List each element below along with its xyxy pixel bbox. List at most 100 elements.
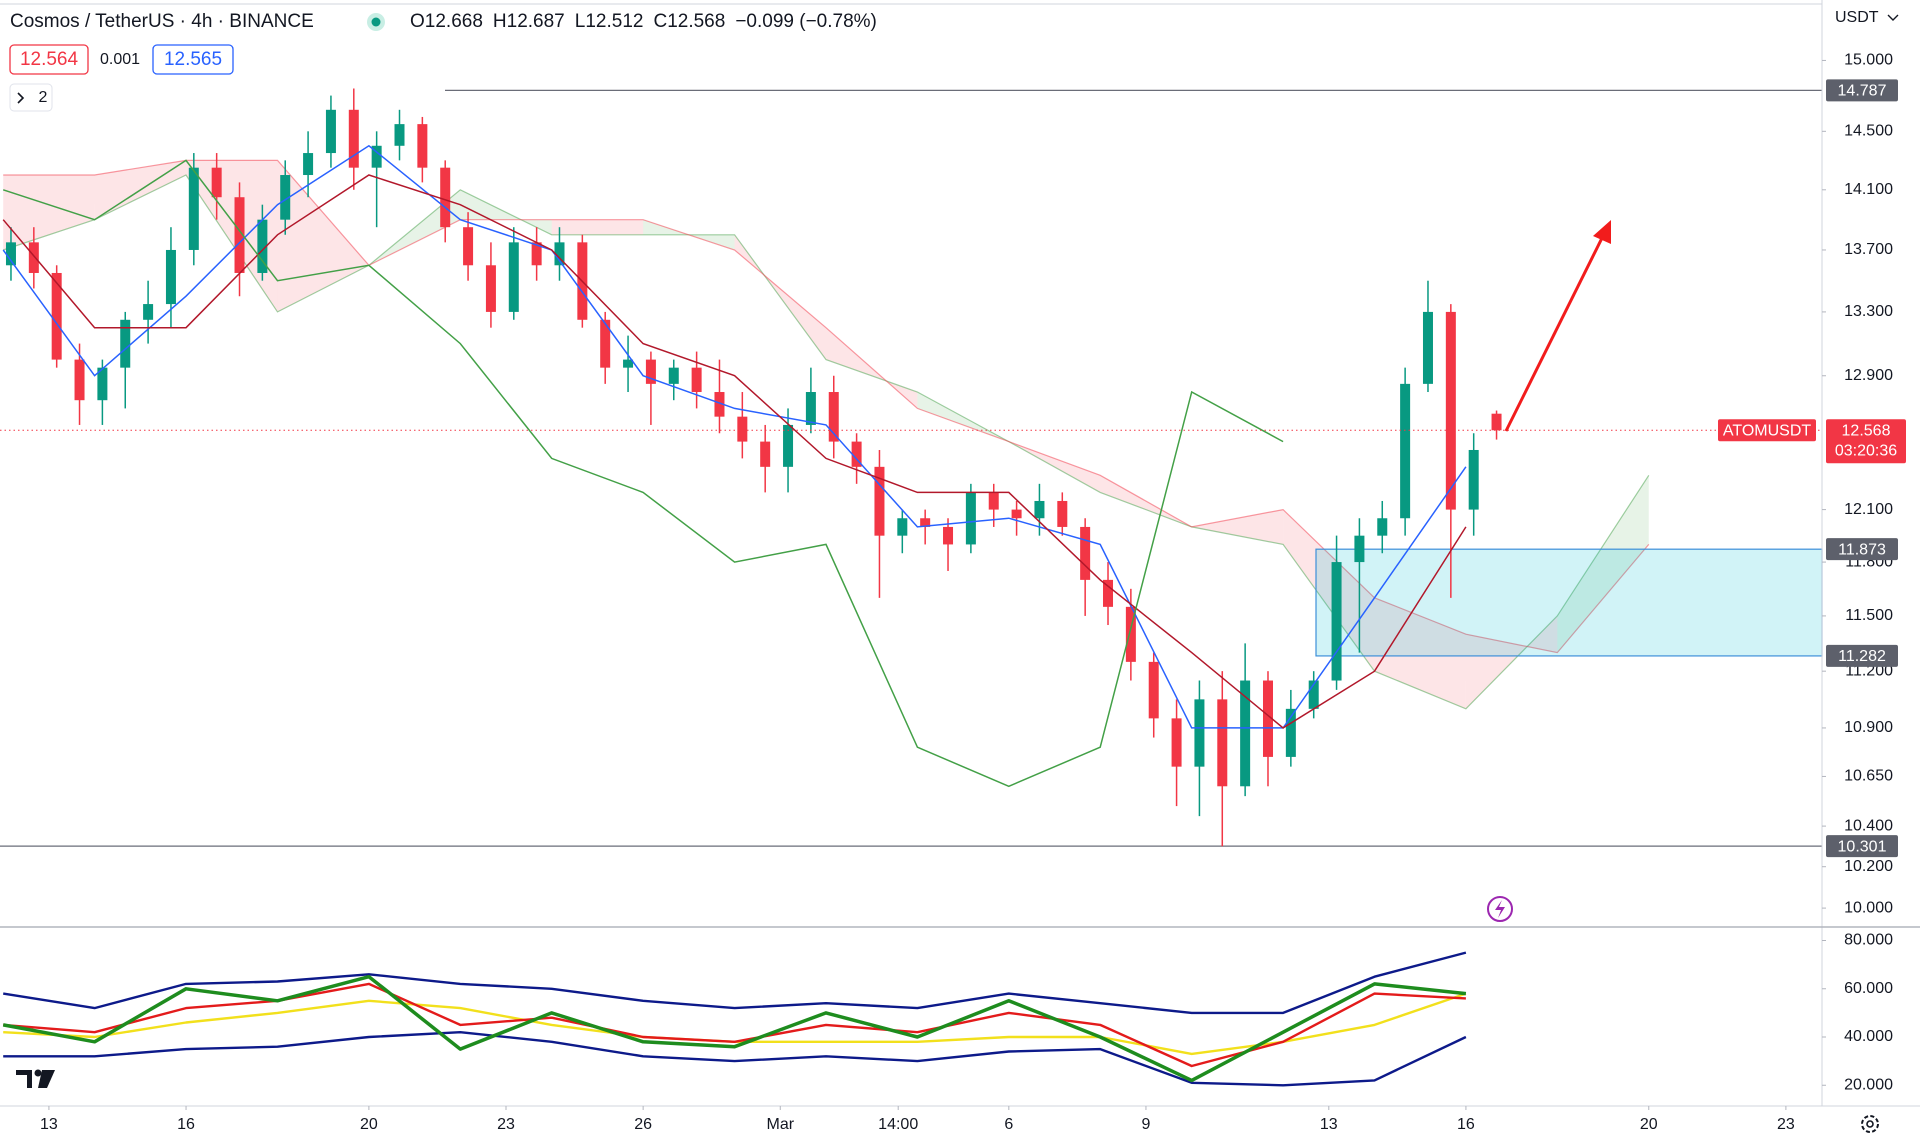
arrow-head <box>1593 220 1611 244</box>
ask-price[interactable]: 12.565 <box>164 49 222 70</box>
logo <box>16 1069 55 1088</box>
candle-body <box>1103 579 1114 607</box>
candle-body <box>120 319 131 368</box>
candle-body <box>1285 708 1296 757</box>
x-tick-label: 13 <box>40 1116 58 1133</box>
event-icon[interactable] <box>1487 896 1513 922</box>
candle-body <box>417 124 428 168</box>
candle-body <box>1377 518 1388 536</box>
candle-body <box>1400 383 1411 519</box>
x-tick-label: 23 <box>1777 1116 1795 1133</box>
x-tick-label: Mar <box>766 1116 794 1133</box>
plot-area <box>0 30 1920 1106</box>
cloud-fill <box>1557 475 1649 653</box>
candle-body <box>280 175 291 220</box>
y-tick-label: 11.500 <box>1845 607 1893 624</box>
candle-body <box>97 367 108 401</box>
logo-part <box>16 1070 32 1088</box>
candle-body <box>645 359 656 384</box>
candle-body <box>783 424 794 467</box>
y-tick-label: 10.000 <box>1844 899 1893 916</box>
candle-body <box>1331 562 1342 681</box>
buy-box[interactable] <box>152 44 234 75</box>
ohlc-label: O <box>410 11 425 32</box>
indicator-line <box>2 174 1467 729</box>
indicator-count[interactable]: 2 <box>39 89 48 106</box>
y-tick-label: 13.300 <box>1844 303 1893 320</box>
oscillator-line <box>3 1031 1467 1087</box>
candle-body <box>531 242 542 266</box>
sell-box[interactable] <box>9 44 89 75</box>
candle-body <box>737 416 748 442</box>
candle-body <box>760 441 771 467</box>
chevron-icon <box>17 92 25 104</box>
logo-part <box>38 1070 55 1088</box>
candle-body <box>463 227 474 266</box>
candle-body <box>1354 535 1365 563</box>
settings-icon[interactable] <box>1861 1115 1879 1133</box>
candle-body <box>988 492 999 510</box>
y-tick-label: 10.200 <box>1844 858 1893 875</box>
candle-body <box>188 167 199 250</box>
indicators-toggle[interactable] <box>9 83 53 112</box>
candle-body <box>897 518 908 536</box>
y-tick-label: 15.000 <box>1844 52 1893 69</box>
candle-body <box>965 492 976 545</box>
currency-chevron <box>1887 14 1899 21</box>
logo-part <box>34 1069 42 1077</box>
y-tick-label: 13.700 <box>1844 241 1893 258</box>
x-tick-label: 20 <box>1640 1116 1658 1133</box>
last-price-badge <box>1826 419 1906 464</box>
candle-body <box>1011 509 1022 519</box>
candle-body <box>5 242 16 266</box>
ohlc-value: 12.568 <box>667 11 725 32</box>
candle-body <box>600 319 611 368</box>
candle-body <box>920 518 931 527</box>
candle-body <box>440 167 451 228</box>
candle-body <box>143 304 154 320</box>
candle-body <box>371 145 382 168</box>
candle-body <box>51 272 62 360</box>
candle-body <box>1080 526 1091 580</box>
candle-body <box>943 526 954 545</box>
y-tick-label: 40.000 <box>1844 1028 1893 1045</box>
indicator-line <box>2 159 1284 788</box>
cloud-fill <box>277 160 369 312</box>
price-badge-label: 11.873 <box>1838 541 1886 558</box>
y-tick-label: 60.000 <box>1844 980 1893 997</box>
gear-outer <box>1861 1115 1879 1133</box>
candle-body <box>234 197 245 273</box>
candle-body <box>1034 500 1045 519</box>
candle-body <box>1148 661 1159 719</box>
symbol-tag-label: ATOMUSDT <box>1723 422 1812 439</box>
y-tick-label: 10.400 <box>1844 817 1893 834</box>
x-tick-label: 16 <box>177 1116 195 1133</box>
ohlc-label: C <box>653 11 667 32</box>
cloud-fill <box>551 219 644 235</box>
currency-label[interactable]: USDT <box>1835 9 1879 26</box>
candle-body <box>1057 500 1068 527</box>
y-tick-label: 10.650 <box>1844 768 1893 785</box>
y-tick-label: 14.100 <box>1844 181 1893 198</box>
x-tick-label: 23 <box>497 1116 515 1133</box>
cloud-fill <box>3 175 95 250</box>
bid-price[interactable]: 12.564 <box>20 49 79 70</box>
candle-body <box>691 367 702 393</box>
candle-body <box>257 219 268 273</box>
x-tick-label: 16 <box>1457 1116 1475 1133</box>
spread: 0.001 <box>100 51 140 68</box>
x-tick-label: 9 <box>1141 1116 1150 1133</box>
cloud-fill <box>1191 509 1284 545</box>
y-tick-label: 14.500 <box>1844 123 1893 140</box>
candle-body <box>1262 680 1273 757</box>
candle-body <box>74 359 85 401</box>
candle-body <box>554 242 565 266</box>
candle-body <box>1217 699 1228 787</box>
candle-body <box>1422 311 1433 384</box>
candle-body <box>1171 718 1182 767</box>
y-tick-label: 10.900 <box>1844 719 1893 736</box>
price-badge <box>1826 644 1898 667</box>
price-badge-label: 11.282 <box>1838 648 1886 665</box>
